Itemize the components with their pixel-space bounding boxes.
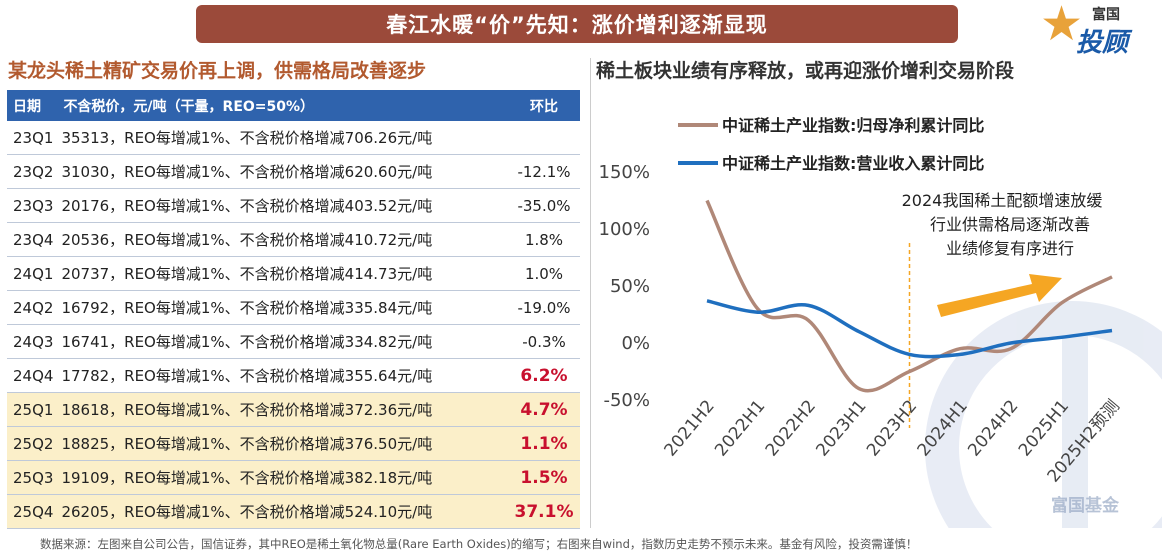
cell-quarter: 24Q4 [7,358,58,393]
cell-change: 6.2% [508,358,580,393]
table-header-row: 日期 不含税价，元/吨（干量，REO=50%） 环比 [7,90,580,121]
annotation-line-2: 行业供需格局逐渐改善 [930,215,1090,234]
y-tick-label: 150% [599,162,650,183]
x-tick-label: 2023H1 [812,396,870,460]
cell-price: 31030，REO每增减1%、不含税价格增减620.60元/吨 [57,154,508,189]
x-tick-label: 2024H2 [964,396,1022,460]
table-row: 25Q3 19109，REO每增减1%、不含税价格增减382.18元/吨 1.5% [7,460,580,495]
cell-change: 37.1% [508,494,580,529]
y-tick-label: 100% [599,219,650,240]
x-tick-label: 2023H2 [863,396,921,460]
cell-price: 18618，REO每增减1%、不含税价格增减372.36元/吨 [57,392,508,427]
cell-change: -0.3% [508,324,580,359]
right-subtitle: 稀土板块业绩有序释放，或再迎涨价增利交易阶段 [596,60,1015,82]
cell-change: 1.8% [508,222,580,257]
cell-price: 18825，REO每增减1%、不含税价格增减376.50元/吨 [57,426,508,461]
annotation-line-1: 2024我国稀土配额增速放缓 [902,191,1103,210]
table-row: 24Q1 20737，REO每增减1%、不含税价格增减414.73元/吨 1.0% [7,256,580,291]
cell-quarter: 23Q3 [7,188,58,223]
line-chart: 富国基金 中证稀土产业指数:归母净利累计同比 中证稀土产业指数:营业收入累计同比… [599,116,1162,528]
cell-price: 35313，REO每增减1%、不含税价格增减706.26元/吨 [57,121,508,155]
table-row: 24Q4 17782，REO每增减1%、不含税价格增减355.64元/吨 6.2% [7,358,580,393]
cell-price: 20737，REO每增减1%、不含税价格增减414.73元/吨 [57,256,508,291]
table-row: 25Q1 18618，REO每增减1%、不含税价格增减372.36元/吨 4.7% [7,392,580,427]
cell-price: 20536，REO每增减1%、不含税价格增减410.72元/吨 [57,222,508,257]
header-price: 不含税价，元/吨（干量，REO=50%） [57,90,508,121]
table-row: 24Q3 16741，REO每增减1%、不含税价格增减334.82元/吨 -0.3% [7,324,580,359]
cell-price: 16792，REO每增减1%、不含税价格增减335.84元/吨 [57,290,508,325]
cell-change: 4.7% [508,392,580,427]
cell-quarter: 23Q1 [7,121,58,155]
cell-quarter: 25Q1 [7,392,58,427]
watermark-logo [925,301,1162,528]
panel-divider [590,58,591,528]
cell-change [508,121,580,155]
y-tick-label: 0% [621,333,650,354]
x-tick-label: 2022H1 [711,396,769,460]
series-line-revenue [706,299,1113,359]
brand-logo: ★ 富国 投顾 [1036,0,1161,58]
cell-price: 20176，REO每增减1%、不含税价格增减403.52元/吨 [57,188,508,223]
table-row: 24Q2 16792，REO每增减1%、不含税价格增减335.84元/吨 -19.0… [7,290,580,325]
price-table: 日期 不含税价，元/吨（干量，REO=50%） 环比 23Q1 35313，REO… [7,90,580,529]
x-tick-label: 2022H2 [762,396,820,460]
cell-change: 1.1% [508,426,580,461]
watermark-text: 富国基金 [1051,495,1120,516]
y-tick-label: -50% [603,390,650,411]
cell-price: 16741，REO每增减1%、不含税价格增减334.82元/吨 [57,324,508,359]
cell-quarter: 23Q2 [7,154,58,189]
cell-quarter: 24Q3 [7,324,58,359]
left-subtitle: 某龙头稀土精矿交易价再上调，供需格局改善逐步 [8,60,427,82]
cell-price: 26205，REO每增减1%、不含税价格增减524.10元/吨 [57,494,508,529]
cell-price: 19109，REO每增减1%、不含税价格增减382.18元/吨 [57,460,508,495]
legend-label-revenue: 中证稀土产业指数:营业收入累计同比 [722,154,984,173]
footer-note: 数据来源：左图来自公司公告，国信证券，其中REO是稀土氧化物总量(Rare Ea… [40,537,918,551]
cell-change: -19.0% [508,290,580,325]
cell-quarter: 25Q3 [7,460,58,495]
table-row: 25Q2 18825，REO每增减1%、不含税价格增减376.50元/吨 1.1% [7,426,580,461]
header-change: 环比 [508,90,580,121]
table-row: 23Q2 31030，REO每增减1%、不含税价格增减620.60元/吨 -12.1… [7,154,580,189]
y-tick-label: 50% [610,276,650,297]
page-title: 春江水暖“价”先知：涨价增利逐渐显现 [196,5,958,43]
x-tick-label: 2021H2 [661,396,719,460]
table-row: 23Q1 35313，REO每增减1%、不含税价格增减706.26元/吨 [7,121,580,155]
header-date: 日期 [7,90,58,121]
star-icon: ★ [1040,0,1084,52]
cell-change: 1.5% [508,460,580,495]
table-row: 23Q4 20536，REO每增减1%、不含税价格增减410.72元/吨 1.8% [7,222,580,257]
cell-quarter: 25Q2 [7,426,58,461]
cell-change: -12.1% [508,154,580,189]
trend-arrow [937,274,1062,317]
logo-main-text: 投顾 [1076,28,1129,58]
cell-quarter: 25Q4 [7,494,58,529]
cell-price: 17782，REO每增减1%、不含税价格增减355.64元/吨 [57,358,508,393]
cell-change: 1.0% [508,256,580,291]
cell-quarter: 23Q4 [7,222,58,257]
legend-label-profit: 中证稀土产业指数:归母净利累计同比 [722,116,984,135]
annotation-line-3: 业绩修复有序进行 [946,239,1074,258]
logo-top-text: 富国 [1092,7,1120,23]
cell-quarter: 24Q1 [7,256,58,291]
cell-change: -35.0% [508,188,580,223]
table-row: 25Q4 26205，REO每增减1%、不含税价格增减524.10元/吨 37.1% [7,494,580,529]
table-row: 23Q3 20176，REO每增减1%、不含税价格增减403.52元/吨 -35.0… [7,188,580,223]
cell-quarter: 24Q2 [7,290,58,325]
